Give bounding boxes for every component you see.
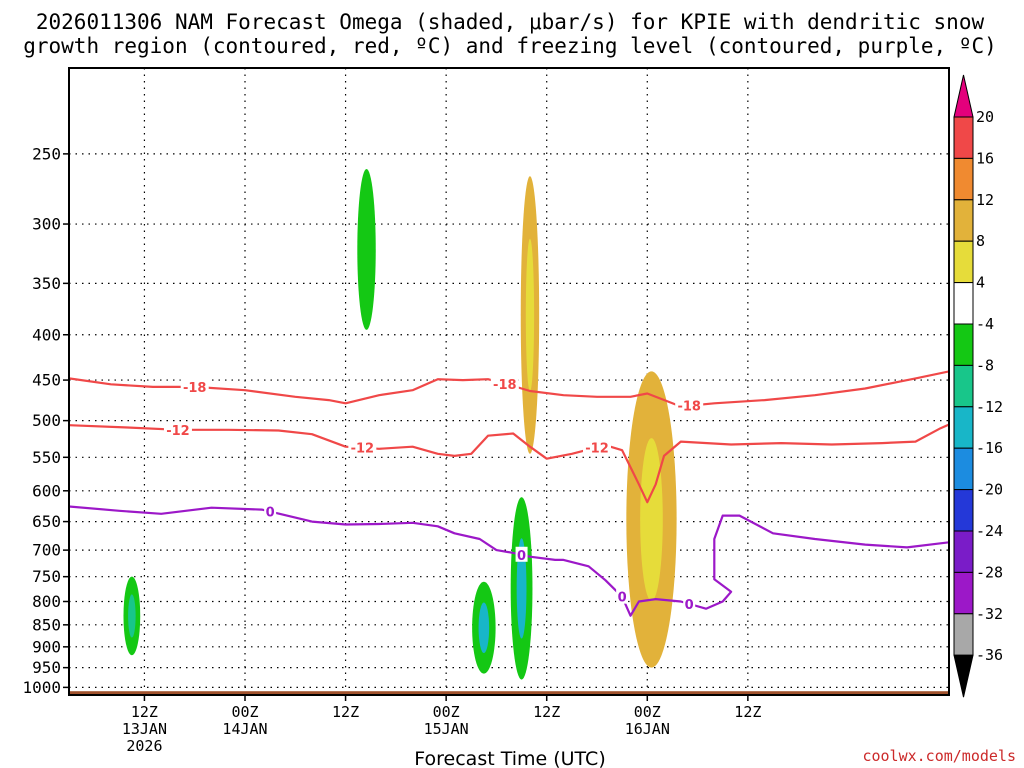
colorbar-tick-label: 12 [976, 191, 994, 209]
colorbar-tick-label: -24 [976, 522, 1003, 540]
x-tick-label: 00Z [231, 703, 258, 721]
freezing-level-0-contour [69, 505, 949, 617]
colorbar-tick-label: -28 [976, 563, 1003, 581]
colorbar-segment [953, 571, 974, 615]
omega-shading [123, 168, 677, 680]
x-tick-label: 12Z [533, 703, 560, 721]
omega-region-core [525, 238, 535, 392]
contour-label-background [583, 439, 611, 455]
contour-label: 0 [266, 506, 275, 521]
omega-region-core [128, 594, 136, 638]
colorbar-tick-label: -12 [976, 398, 1003, 416]
colorbar-segment [953, 282, 974, 325]
colorbar-segment [953, 364, 974, 408]
contour-label-background [348, 439, 377, 455]
y-tick-label: 650 [32, 512, 61, 531]
y-tick-label: 350 [32, 274, 61, 293]
colorbar-segment [953, 157, 974, 201]
x-tick-label: 15JAN [424, 720, 469, 738]
contour-label: -18 [677, 400, 701, 415]
y-tick-label: 450 [32, 371, 61, 390]
colorbar-tick-label: 16 [976, 149, 994, 167]
contour-label-background [180, 378, 209, 394]
omega-region-core [516, 538, 527, 639]
y-tick-label: 500 [32, 411, 61, 430]
y-tick-label: 250 [32, 144, 61, 163]
y-tick-label: 750 [32, 567, 61, 586]
y-axis-ticks: 250 300 350 400 450 500 550 600 650 700 750 800 850 9… [22, 144, 69, 697]
omega-region-core [640, 438, 663, 601]
colorbar-segment [953, 406, 974, 449]
plot-frame [68, 67, 950, 696]
colorbar-tick-label: 8 [976, 232, 985, 250]
surface-terrain-fill [69, 691, 949, 695]
y-tick-label: 800 [32, 592, 61, 611]
y-tick-label: 950 [32, 658, 61, 677]
contour-label: 0 [685, 598, 694, 613]
x-axis-label: Forecast Time (UTC) [414, 748, 605, 768]
colorbar-segment [953, 613, 974, 656]
surface-terrain [69, 691, 949, 695]
contour-label: -12 [166, 424, 190, 439]
contour-label-background [616, 588, 629, 604]
colorbar-tick-label: -32 [976, 605, 1003, 623]
contour-label-background [675, 397, 704, 413]
y-tick-label: 700 [32, 541, 61, 560]
colorbar-segment [953, 323, 974, 366]
contour-labels: -18 -18 -18 -12 -12 -12 0 0 0 0 [163, 375, 704, 613]
contour-label: -18 [183, 381, 207, 396]
y-tick-label: 300 [32, 215, 61, 234]
colorbar-segment [953, 447, 974, 491]
contour-label-background [264, 503, 277, 519]
colorbar-tick-label: 20 [976, 108, 994, 126]
colorbar-tick-label: -16 [976, 439, 1003, 457]
contour-label-background [683, 595, 696, 611]
dgz-minus12-contour [69, 423, 949, 504]
colorbar-segment [953, 199, 974, 242]
colorbar: 20 16 12 8 4 -4 -8 -12 -16 -20 -24 -28 -32 -36 [953, 74, 1003, 698]
colorbar-tick-label: 4 [976, 274, 985, 292]
contour-label: 0 [618, 591, 627, 606]
colorbar-segment [953, 530, 974, 573]
colorbar-tick-label: -20 [976, 481, 1003, 499]
colorbar-tick-label: -36 [976, 646, 1003, 664]
contour-label: -12 [585, 441, 609, 456]
x-tick-label: 12Z [734, 703, 761, 721]
contour-label-background [490, 375, 519, 391]
colorbar-segment [953, 116, 974, 159]
y-tick-label: 550 [32, 448, 61, 467]
omega-region-core [478, 602, 490, 653]
contour-label-background [163, 421, 192, 437]
x-tick-label: 00Z [634, 703, 661, 721]
colorbar-tick-label: -4 [976, 315, 994, 333]
credit-text: coolwx.com/models [862, 747, 1016, 765]
y-tick-label: 850 [32, 615, 61, 634]
contour-label: -18 [493, 378, 517, 393]
colorbar-segment [953, 489, 974, 532]
contour-lines [69, 370, 949, 617]
chart-title-line2: growth region (contoured, red, ºC) and f… [23, 34, 997, 58]
colorbar-top-arrow [953, 74, 974, 118]
y-tick-label: 400 [32, 325, 61, 344]
x-tick-label: 2026 [126, 737, 162, 755]
omega-region-core [362, 205, 371, 294]
y-tick-label: 600 [32, 481, 61, 500]
colorbar-bottom-arrow [953, 654, 974, 698]
contour-label: -12 [351, 442, 375, 457]
x-tick-label: 00Z [433, 703, 460, 721]
colorbar-tick-label: -8 [976, 356, 994, 374]
x-tick-label: 12Z [131, 703, 158, 721]
contour-label-background [515, 546, 528, 562]
y-tick-label: 1000 [22, 678, 61, 697]
x-tick-label: 12Z [332, 703, 359, 721]
x-tick-label: 14JAN [222, 720, 267, 738]
colorbar-segment [953, 240, 974, 284]
y-tick-label: 900 [32, 637, 61, 656]
chart-title-line1: 2026011306 NAM Forecast Omega (shaded, μ… [36, 10, 985, 34]
x-tick-label: 13JAN [122, 720, 167, 738]
contour-label: 0 [517, 549, 526, 564]
x-tick-label: 16JAN [625, 720, 670, 738]
